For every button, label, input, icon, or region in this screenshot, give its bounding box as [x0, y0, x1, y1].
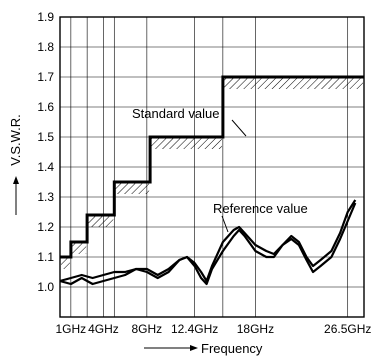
- tolerance-hatch: [61, 258, 70, 269]
- x-tick-label: 12.4GHz: [171, 322, 218, 336]
- standard-value-step-line: [60, 75, 364, 259]
- x-tick-label: 26.5GHz: [324, 322, 371, 336]
- x-axis-title: Frequency: [144, 341, 263, 356]
- tolerance-hatch: [151, 138, 222, 149]
- x-tick-label: 4GHz: [88, 322, 119, 336]
- x-tick-label: 1GHz: [56, 322, 87, 336]
- plot-frame: [59, 16, 365, 318]
- y-tick-label: 1.9: [37, 10, 54, 24]
- x-axis-label: Frequency: [201, 341, 263, 356]
- y-tick-label: 1.0: [37, 280, 54, 294]
- reference-value-curve-2: [60, 202, 357, 286]
- y-tick-label: 1.6: [37, 100, 54, 114]
- y-tick-label: 1.1: [37, 250, 54, 264]
- y-axis-arrow-head: [13, 176, 19, 184]
- reference-value-curve-1: [60, 199, 357, 283]
- y-axis-label: V.S.W.R.: [8, 114, 23, 166]
- tolerance-hatching: [61, 78, 363, 269]
- reference-value-leader: [221, 215, 229, 233]
- y-tick-label: 1.4: [37, 160, 54, 174]
- standard-value-leader: [231, 119, 247, 137]
- y-tick-label: 1.5: [37, 130, 54, 144]
- y-tick-labels: 1.0 1.1 1.2 1.3 1.4 1.5 1.6 1.7 1.8 1.9: [37, 10, 54, 294]
- y-tick-label: 1.2: [37, 220, 54, 234]
- x-tick-label: 8GHz: [132, 322, 163, 336]
- y-axis-title: V.S.W.R.: [8, 114, 23, 215]
- x-tick-labels: 1GHz 4GHz 8GHz 12.4GHz 18GHz 26.5GHz: [56, 322, 372, 336]
- y-tick-label: 1.3: [37, 190, 54, 204]
- y-tick-label: 1.7: [37, 70, 54, 84]
- tolerance-hatch: [88, 216, 114, 227]
- tolerance-hatch: [223, 78, 363, 89]
- x-tick-label: 18GHz: [237, 322, 274, 336]
- series-group: [60, 75, 364, 286]
- y-tick-label: 1.8: [37, 40, 54, 54]
- standard-value-label: Standard value: [132, 106, 219, 121]
- tolerance-hatch: [71, 243, 87, 254]
- tolerance-hatch: [115, 183, 150, 194]
- reference-value-label: Reference value: [213, 201, 308, 216]
- x-axis-arrow-head: [190, 345, 198, 351]
